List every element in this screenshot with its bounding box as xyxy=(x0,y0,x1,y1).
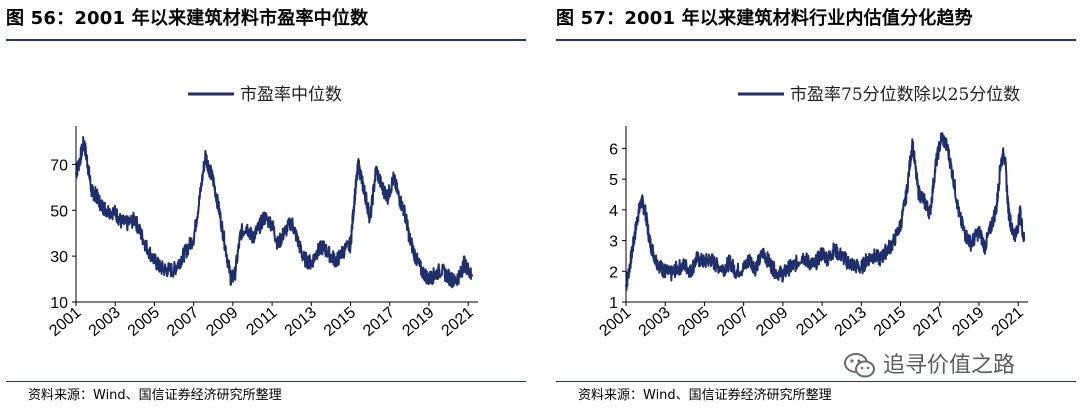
x-tick-label: 2017 xyxy=(360,304,398,340)
x-tick-label: 2003 xyxy=(636,304,674,340)
x-tick-label: 2011 xyxy=(793,304,830,339)
legend-label: 市盈率75分位数除以25分位数 xyxy=(790,85,1020,105)
figure-57-panel: 图 57：2001 年以来建筑材料行业内估值分化趋势 市盈率75分位数除以25分… xyxy=(556,0,1076,414)
title-rule xyxy=(556,39,1076,41)
y-tick-label: 70 xyxy=(50,157,68,174)
x-tick-label: 2009 xyxy=(753,304,791,340)
source-note: 资料来源：Wind、国信证券经济研究所整理 xyxy=(578,388,832,403)
series-line xyxy=(625,132,1026,292)
y-tick-label: 5 xyxy=(609,172,618,189)
x-tick-label: 2019 xyxy=(949,304,987,340)
x-tick-label: 2007 xyxy=(714,304,752,340)
series-line xyxy=(75,136,474,289)
x-tick-label: 2019 xyxy=(399,304,437,340)
source-rule xyxy=(556,381,1076,382)
legend: 市盈率75分位数除以25分位数 xyxy=(738,85,1020,105)
y-tick-label: 2 xyxy=(609,264,618,281)
y-tick-label: 10 xyxy=(50,295,68,312)
y-tick-label: 50 xyxy=(50,203,68,220)
figure-title: 图 56：2001 年以来建筑材料市盈率中位数 xyxy=(6,8,369,29)
source-rule xyxy=(6,381,526,382)
x-tick-label: 2013 xyxy=(832,304,870,340)
x-tick-label: 2011 xyxy=(243,304,280,339)
x-tick-label: 2015 xyxy=(871,304,909,340)
y-tick-label: 30 xyxy=(50,249,68,266)
figure-title: 图 57：2001 年以来建筑材料行业内估值分化趋势 xyxy=(556,8,973,29)
x-tick-label: 2021 xyxy=(989,304,1027,340)
y-tick-label: 1 xyxy=(609,295,618,312)
figure-56-panel: 图 56：2001 年以来建筑材料市盈率中位数 市盈率中位数 10 30 50 70 20… xyxy=(6,0,526,414)
x-tick-label: 2015 xyxy=(321,304,359,340)
watermark-text: 追寻价值之路 xyxy=(883,353,1016,378)
y-tick-label: 3 xyxy=(609,234,618,251)
x-tick-label: 2021 xyxy=(439,304,477,340)
x-tick-label: 2005 xyxy=(675,304,713,340)
x-tick-label: 2005 xyxy=(125,304,163,340)
x-tick-label: 2003 xyxy=(86,304,124,340)
wechat-watermark: 追寻价值之路 xyxy=(843,349,1053,383)
y-tick-label: 4 xyxy=(609,203,618,220)
legend-label: 市盈率中位数 xyxy=(240,85,342,105)
source-note: 资料来源：Wind、国信证券经济研究所整理 xyxy=(28,388,282,403)
wechat-icon xyxy=(844,353,875,378)
x-tick-label: 2009 xyxy=(203,304,241,340)
y-tick-label: 6 xyxy=(609,141,618,158)
x-tick-label: 2013 xyxy=(282,304,320,340)
x-tick-label: 2017 xyxy=(910,304,948,340)
x-tick-label: 2007 xyxy=(164,304,202,340)
title-rule xyxy=(6,39,526,41)
legend: 市盈率中位数 xyxy=(188,85,342,105)
